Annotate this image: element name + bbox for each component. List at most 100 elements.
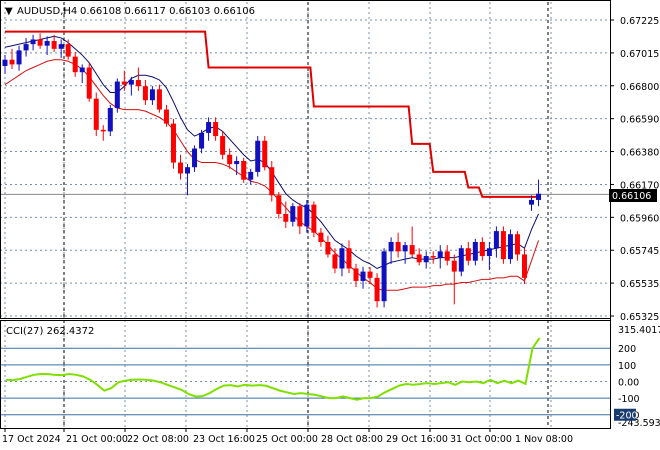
candle (100, 125, 106, 141)
dropdown-triangle-icon[interactable]: ▼ (5, 6, 13, 17)
current-price-label: 0.66106 (612, 191, 651, 202)
candle-body (423, 256, 429, 263)
price-tick-label: 0.66170 (620, 180, 659, 191)
candle-body (142, 86, 148, 101)
candle-body (536, 193, 542, 200)
candles (2, 33, 542, 308)
candle (2, 55, 8, 74)
cci-tick-label: 100 (618, 361, 636, 372)
time-tick-label: 31 Oct 00:00 (450, 434, 512, 445)
candle-body (262, 140, 268, 168)
stop-line (5, 30, 539, 198)
candle (451, 254, 457, 305)
candle-body (500, 231, 506, 260)
candle (269, 160, 275, 202)
candle (304, 199, 310, 233)
price-tick-label: 0.67225 (620, 16, 659, 27)
candle (395, 232, 401, 258)
candle (276, 192, 282, 219)
candle-body (227, 154, 233, 165)
time-tick-label: 21 Oct 00:00 (66, 434, 128, 445)
candle-body (514, 234, 520, 255)
cci-line (5, 337, 541, 401)
price-tick-label: 0.65325 (620, 312, 659, 323)
candle-body (86, 67, 92, 99)
cci-tick-label: -243.5938 (618, 418, 660, 429)
candle-body (128, 79, 134, 85)
candle-body (472, 242, 478, 261)
fast-ma-line (4, 35, 539, 270)
candle (58, 39, 64, 59)
candle (128, 76, 134, 96)
candle-body (114, 81, 120, 109)
price-tick-label: 0.66800 (620, 82, 659, 93)
candle (170, 118, 176, 169)
candle (332, 248, 338, 274)
candle (220, 131, 226, 160)
candle-body (430, 256, 436, 258)
candle (486, 242, 492, 271)
candle-body (65, 44, 71, 57)
stop-level-path (5, 30, 539, 198)
candle (234, 156, 240, 176)
candle-body (156, 89, 162, 110)
candle (423, 251, 429, 269)
candle-body (465, 248, 471, 261)
candle (107, 104, 113, 137)
candle (37, 33, 43, 49)
price-grid (0, 2, 610, 318)
price-tick-label: 0.65535 (620, 279, 659, 290)
candle-body (529, 199, 534, 205)
candle-body (416, 254, 422, 263)
candle (388, 237, 394, 264)
candle-body (163, 109, 169, 124)
price-tick-label: 0.67015 (620, 49, 659, 60)
candle (65, 39, 71, 60)
candle (72, 51, 78, 77)
candle-body (521, 254, 527, 278)
candle (353, 263, 359, 288)
candle-body (486, 248, 492, 257)
candle-body (381, 251, 387, 302)
panel-frames (0, 0, 611, 429)
candle-body (507, 234, 513, 260)
candle-body (248, 171, 254, 180)
candle-body (206, 122, 212, 133)
candle (9, 48, 15, 70)
candle-body (276, 195, 282, 214)
candle (199, 129, 205, 154)
time-axis: 17 Oct 2024 21 Oct 00:00 22 Oct 08:00 23 Oc… (2, 428, 573, 445)
candle-body (213, 122, 219, 137)
candle-body (402, 245, 408, 252)
time-tick-label: 29 Oct 16:00 (386, 434, 448, 445)
candle (227, 148, 233, 169)
candle (472, 238, 478, 266)
candle (430, 251, 436, 264)
candle-body (44, 41, 50, 46)
candle (458, 245, 464, 277)
cci-tick-label: -100 (618, 394, 640, 405)
candle (206, 117, 212, 141)
candle (325, 235, 331, 258)
time-tick-label: 23 Oct 16:00 (193, 434, 255, 445)
time-tick-label: 25 Oct 00:00 (256, 434, 318, 445)
candle (241, 157, 247, 183)
candle-body (493, 231, 499, 249)
cci-path (5, 337, 541, 401)
candle (79, 64, 85, 84)
candle-body (93, 98, 99, 130)
candle-body (135, 79, 141, 87)
candle (163, 104, 169, 127)
candle (367, 266, 373, 285)
candle-body (290, 206, 296, 222)
candle-body (325, 242, 331, 255)
candle (156, 84, 162, 113)
candle-body (409, 245, 415, 255)
candle-body (220, 136, 226, 155)
current-price-marker (609, 189, 657, 202)
candle (30, 34, 36, 51)
candle (178, 154, 183, 180)
cci-tick-label: 315.4017 (618, 325, 660, 336)
